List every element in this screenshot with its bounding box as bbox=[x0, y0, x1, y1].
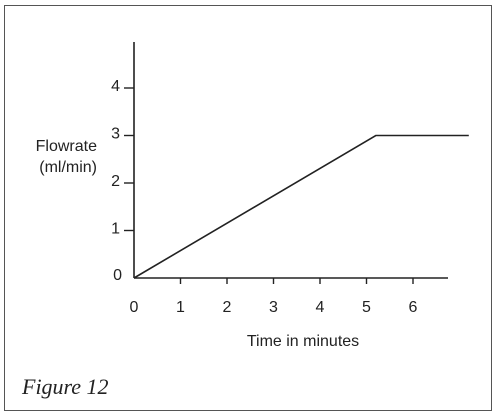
figure-frame bbox=[4, 5, 492, 411]
x-axis-label: Time in minutes bbox=[247, 333, 359, 350]
y-axis-label-line-2: (ml/min) bbox=[39, 159, 97, 176]
y-tick-label: 1 bbox=[111, 221, 120, 238]
y-tick-label: 4 bbox=[111, 78, 120, 95]
x-tick-label: 1 bbox=[176, 299, 185, 316]
y-tick-label: 0 bbox=[113, 267, 122, 284]
y-ticks: 0 1 2 3 4 bbox=[111, 78, 134, 284]
x-tick-label: 6 bbox=[409, 299, 418, 316]
figure-caption: Figure 12 bbox=[22, 374, 109, 399]
x-tick-label: 5 bbox=[362, 299, 371, 316]
series-line bbox=[133, 134, 469, 279]
x-ticks: 0 1 2 3 4 5 6 bbox=[130, 278, 418, 316]
y-tick-label: 2 bbox=[111, 173, 120, 190]
x-tick-label: 0 bbox=[130, 299, 139, 316]
y-axis-label-line-1: Flowrate bbox=[36, 138, 97, 155]
x-tick-label: 4 bbox=[316, 299, 325, 316]
x-tick-label: 2 bbox=[223, 299, 232, 316]
x-tick-label: 3 bbox=[269, 299, 278, 316]
y-tick-label: 3 bbox=[111, 126, 120, 143]
